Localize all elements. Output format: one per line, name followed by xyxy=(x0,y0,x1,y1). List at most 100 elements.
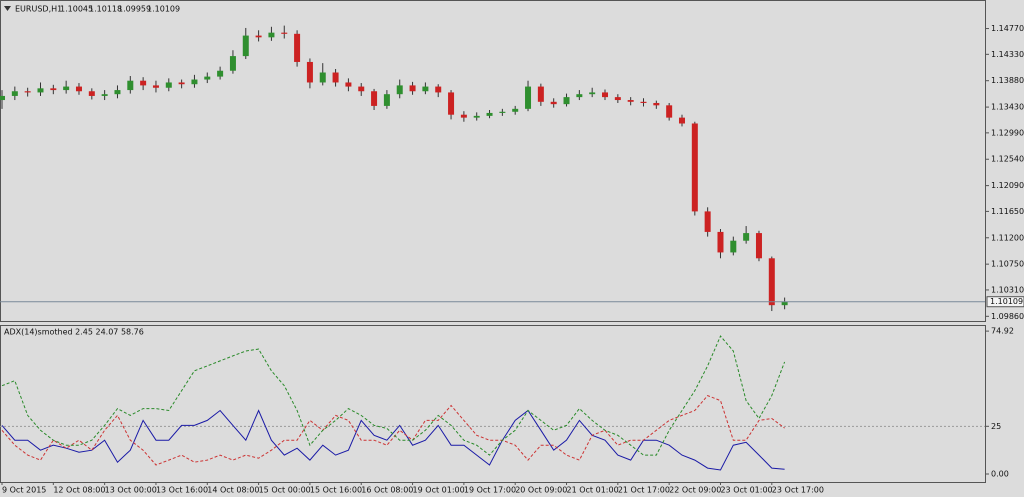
candle-body xyxy=(525,86,532,109)
candle-body xyxy=(602,92,609,98)
candle-body xyxy=(178,82,185,85)
x-tick-label: 12 Oct 08:00 xyxy=(53,486,105,495)
candle-body xyxy=(229,56,236,71)
candle-body xyxy=(640,101,647,103)
candle-body xyxy=(653,102,660,106)
x-tick-label: 21 Oct 17:00 xyxy=(618,486,670,495)
x-tick-label: 21 Oct 01:00 xyxy=(567,486,619,495)
candle-body xyxy=(281,32,288,34)
candle-body xyxy=(486,112,493,116)
candle-body xyxy=(614,97,621,101)
candle-body xyxy=(422,86,429,92)
candle-body xyxy=(666,105,673,118)
candle-body xyxy=(165,82,172,88)
candle-body xyxy=(704,211,711,232)
bar-low: 1.09959 xyxy=(118,5,151,14)
candle-body xyxy=(743,233,750,241)
candle-body xyxy=(114,90,121,95)
candle-body xyxy=(242,35,249,57)
candle-body xyxy=(473,115,480,118)
candle-body xyxy=(88,91,95,96)
candle-body xyxy=(460,114,467,118)
candle-body xyxy=(152,85,159,88)
y-tick-label: 1.09860 xyxy=(991,312,1024,321)
candle-body xyxy=(576,94,583,98)
y-tick-label: 1.11200 xyxy=(991,233,1024,242)
candle-body xyxy=(127,80,134,91)
candle-body xyxy=(435,86,442,93)
indicator-title: ADX(14)smothed 2.45 24.07 58.76 xyxy=(4,328,144,337)
main-frame xyxy=(0,0,986,322)
candle-body xyxy=(755,233,762,259)
x-tick-label: 14 Oct 08:00 xyxy=(207,486,259,495)
y-tick-label: 1.10310 xyxy=(991,285,1024,294)
y-tick-label: 1.14770 xyxy=(991,24,1024,33)
candle-body xyxy=(678,117,685,124)
indicator-frame xyxy=(0,325,986,483)
bar-high: 1.10118 xyxy=(89,5,122,14)
x-tick-label: 22 Oct 09:00 xyxy=(669,486,721,495)
indicator-line xyxy=(1,409,785,471)
x-tick-label: 15 Oct 00:00 xyxy=(259,486,311,495)
candle-body xyxy=(255,35,262,38)
candle-body xyxy=(37,88,44,93)
bar-open: 1.10045 xyxy=(60,5,93,14)
candle-body xyxy=(448,92,455,115)
x-tick-label: 16 Oct 08:00 xyxy=(361,486,413,495)
candle-body xyxy=(563,97,570,105)
candle-body xyxy=(691,123,698,212)
candle-body xyxy=(319,72,326,83)
candle-body xyxy=(512,108,519,112)
x-tick-label: 23 Oct 17:00 xyxy=(772,486,824,495)
y-tick-label: 1.13880 xyxy=(991,76,1024,85)
candle-body xyxy=(589,92,596,95)
menu-icon xyxy=(4,6,11,11)
candle-body xyxy=(140,80,147,86)
y-tick-label: 1.13430 xyxy=(991,103,1024,112)
y-tick-label: 1.12540 xyxy=(991,155,1024,164)
x-tick-label: 13 Oct 16:00 xyxy=(156,486,208,495)
candle-body xyxy=(409,85,416,92)
candle-body xyxy=(730,240,737,253)
candle-body xyxy=(717,231,724,253)
candle-body xyxy=(204,76,211,80)
y-tick-label: 0.00 xyxy=(991,469,1009,478)
y-tick-label: 1.12990 xyxy=(991,128,1024,137)
candle-body xyxy=(550,101,557,105)
y-tick-label: 1.14330 xyxy=(991,50,1024,59)
candle-body xyxy=(332,72,339,83)
x-tick-label: 15 Oct 16:00 xyxy=(310,486,362,495)
x-tick-label: 23 Oct 01:00 xyxy=(720,486,772,495)
candle-body xyxy=(768,258,775,306)
y-tick-label: 25 xyxy=(991,422,1001,431)
candle-body xyxy=(358,86,365,92)
current-price-box xyxy=(986,296,1024,308)
x-tick-label: 19 Oct 01:00 xyxy=(413,486,465,495)
candle-body xyxy=(371,91,378,106)
candle-body xyxy=(294,33,301,62)
candle-body xyxy=(306,61,313,83)
candle-body xyxy=(24,91,31,93)
candle-body xyxy=(396,85,403,95)
x-tick-label: 20 Oct 09:00 xyxy=(515,486,567,495)
x-tick-label: 13 Oct 00:00 xyxy=(105,486,157,495)
candle-body xyxy=(63,86,70,91)
symbol-title: EURUSD,H1 xyxy=(15,5,62,14)
candle-body xyxy=(217,70,224,77)
candle-body xyxy=(50,88,57,91)
y-tick-label: 1.10750 xyxy=(991,260,1024,269)
candle-body xyxy=(345,82,352,87)
candle-body xyxy=(191,79,198,85)
candle-body xyxy=(11,91,18,96)
candle-body xyxy=(383,94,390,106)
y-tick-label: 1.12090 xyxy=(991,181,1024,190)
x-tick-label: 19 Oct 17:00 xyxy=(464,486,516,495)
candle-body xyxy=(499,111,506,113)
y-tick-label: 1.11650 xyxy=(991,207,1024,216)
candle-body xyxy=(75,86,82,92)
candle-body xyxy=(781,301,788,306)
candle-body xyxy=(0,95,5,101)
